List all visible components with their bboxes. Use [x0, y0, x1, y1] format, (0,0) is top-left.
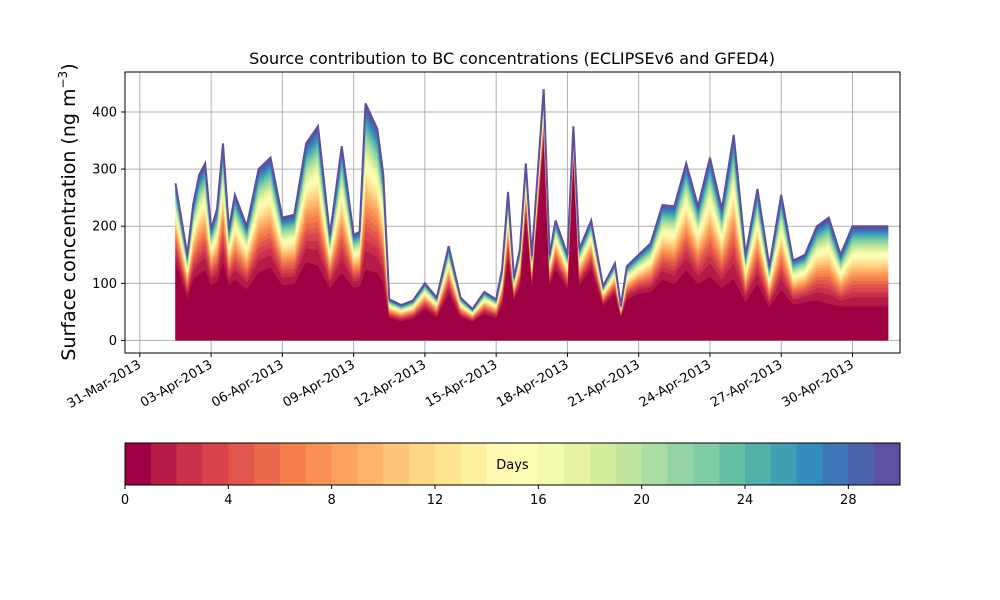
colorbar-swatch-day-5 [254, 443, 281, 485]
x-tick-label: 21-Apr-2013 [566, 357, 643, 410]
colorbar-swatch-day-7 [305, 443, 332, 485]
y-axis-label-text: Surface concentration (ng m [58, 89, 80, 361]
colorbar-tick-label: 16 [530, 493, 547, 508]
x-tick-label: 18-Apr-2013 [494, 357, 571, 410]
plot-area: 0 100 200 300 400 31-Mar-201303-Apr-201306-Ap… [65, 71, 901, 412]
x-axis-ticks: 31-Mar-201303-Apr-201306-Apr-201309-Apr-… [65, 353, 856, 412]
y-tick-label: 200 [92, 220, 117, 235]
colorbar-swatch-day-28 [848, 443, 875, 485]
x-tick-label: 27-Apr-2013 [708, 357, 785, 410]
colorbar-frame [124, 442, 901, 486]
y-tick-label: 0 [109, 334, 117, 349]
colorbar-swatch-day-15 [512, 443, 539, 485]
x-tick-label: 12-Apr-2013 [352, 357, 429, 410]
x-tick-label: 31-Mar-2013 [65, 357, 144, 411]
colorbar-swatch-day-2 [176, 443, 203, 485]
x-tick-label: 06-Apr-2013 [209, 357, 286, 410]
total-concentration-line [174, 89, 889, 311]
colorbar-swatch-day-29 [874, 443, 901, 485]
colorbar-swatch-day-13 [460, 443, 487, 485]
x-tick-label: 15-Apr-2013 [423, 357, 500, 410]
colorbar-swatch-day-14 [486, 443, 513, 485]
y-axis-ticks: 0 100 200 300 400 [92, 105, 125, 349]
y-tick-label: 300 [92, 163, 117, 178]
colorbar-tick-label: 0 [121, 493, 129, 508]
x-tick-label: 24-Apr-2013 [637, 357, 714, 410]
colorbar-swatch-day-23 [719, 443, 746, 485]
colorbar-swatch-day-24 [745, 443, 772, 485]
y-tick-label: 400 [92, 105, 117, 120]
colorbar-tick-label: 20 [633, 493, 650, 508]
axes-frame [124, 71, 901, 354]
x-tick-label: 09-Apr-2013 [281, 357, 358, 410]
colorbar-swatch-day-22 [693, 443, 720, 485]
stacked-areas [174, 89, 889, 341]
colorbar-swatch-day-4 [228, 443, 255, 485]
colorbar-swatch-day-10 [383, 443, 410, 485]
colorbar-tick-label: 28 [840, 493, 857, 508]
colorbar-swatch-day-21 [667, 443, 694, 485]
chart-title: Source contribution to BC concentrations… [249, 49, 775, 68]
colorbar-swatch-day-20 [641, 443, 668, 485]
colorbar-tick-label: 8 [328, 493, 336, 508]
colorbar-swatch-day-6 [280, 443, 307, 485]
y-axis-label: Surface concentration (ng m−3) [56, 63, 80, 360]
colorbar-swatch-day-18 [590, 443, 617, 485]
colorbar-tick-label: 24 [737, 493, 754, 508]
colorbar-swatch-day-3 [202, 443, 229, 485]
colorbar-swatch-day-12 [435, 443, 462, 485]
colorbar-swatch-day-17 [564, 443, 591, 485]
colorbar-swatch-day-25 [770, 443, 797, 485]
colorbar-swatch-day-9 [357, 443, 384, 485]
x-tick-label: 03-Apr-2013 [138, 357, 215, 410]
colorbar-swatch-day-11 [409, 443, 436, 485]
y-axis-label-close: ) [58, 63, 80, 70]
colorbar-swatch-day-8 [331, 443, 358, 485]
colorbar-swatch-day-27 [822, 443, 849, 485]
colorbar-label: Days [496, 458, 529, 473]
colorbar-tick-label: 12 [427, 493, 444, 508]
x-tick-label: 30-Apr-2013 [779, 357, 856, 410]
colorbar-swatch-day-26 [796, 443, 823, 485]
y-axis-label-superscript: −3 [56, 71, 70, 89]
colorbar-swatch-day-16 [538, 443, 565, 485]
colorbar: Days 0 4 8 12 16 20 24 28 [121, 442, 901, 508]
colorbar-swatch-day-0 [125, 443, 152, 485]
colorbar-tick-label: 4 [224, 493, 232, 508]
y-tick-label: 100 [92, 277, 117, 292]
colorbar-swatch-day-19 [615, 443, 642, 485]
colorbar-swatch-day-1 [150, 443, 177, 485]
